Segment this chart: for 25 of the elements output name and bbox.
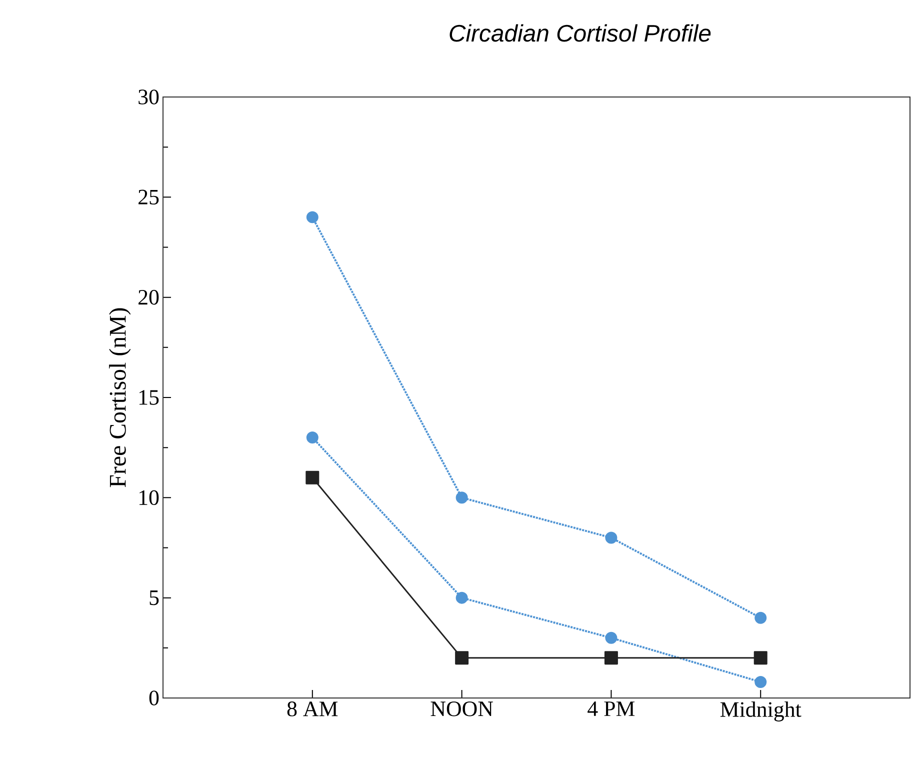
point	[306, 432, 318, 444]
point	[456, 492, 468, 504]
y-tick-label: 5	[150, 590, 159, 606]
y-tick-label: 30	[138, 90, 159, 104]
point	[754, 651, 768, 665]
point	[605, 532, 618, 544]
y-tick-label: 0	[149, 690, 159, 706]
chart-title: Circadian Cortisol Profile	[450, 24, 711, 42]
point	[604, 651, 618, 665]
y-tick-label: 25	[138, 190, 159, 205]
y-tick-label: 20	[138, 290, 159, 305]
point	[754, 612, 767, 624]
y-tick-label: 10	[139, 490, 159, 506]
y-tick-label: 15	[139, 390, 159, 405]
y-axis-title: Free Cortisol (nM)	[109, 308, 131, 488]
x-tick-label: Midnight	[720, 702, 802, 722]
point	[754, 676, 767, 688]
x-tick-label: 8 AM	[287, 702, 338, 716]
x-tick-label: 4 PM	[588, 702, 635, 716]
point	[306, 211, 318, 224]
x-tick-label: NOON	[430, 702, 493, 716]
point	[605, 632, 618, 644]
point	[455, 651, 469, 665]
point	[306, 470, 320, 484]
point	[456, 592, 468, 604]
